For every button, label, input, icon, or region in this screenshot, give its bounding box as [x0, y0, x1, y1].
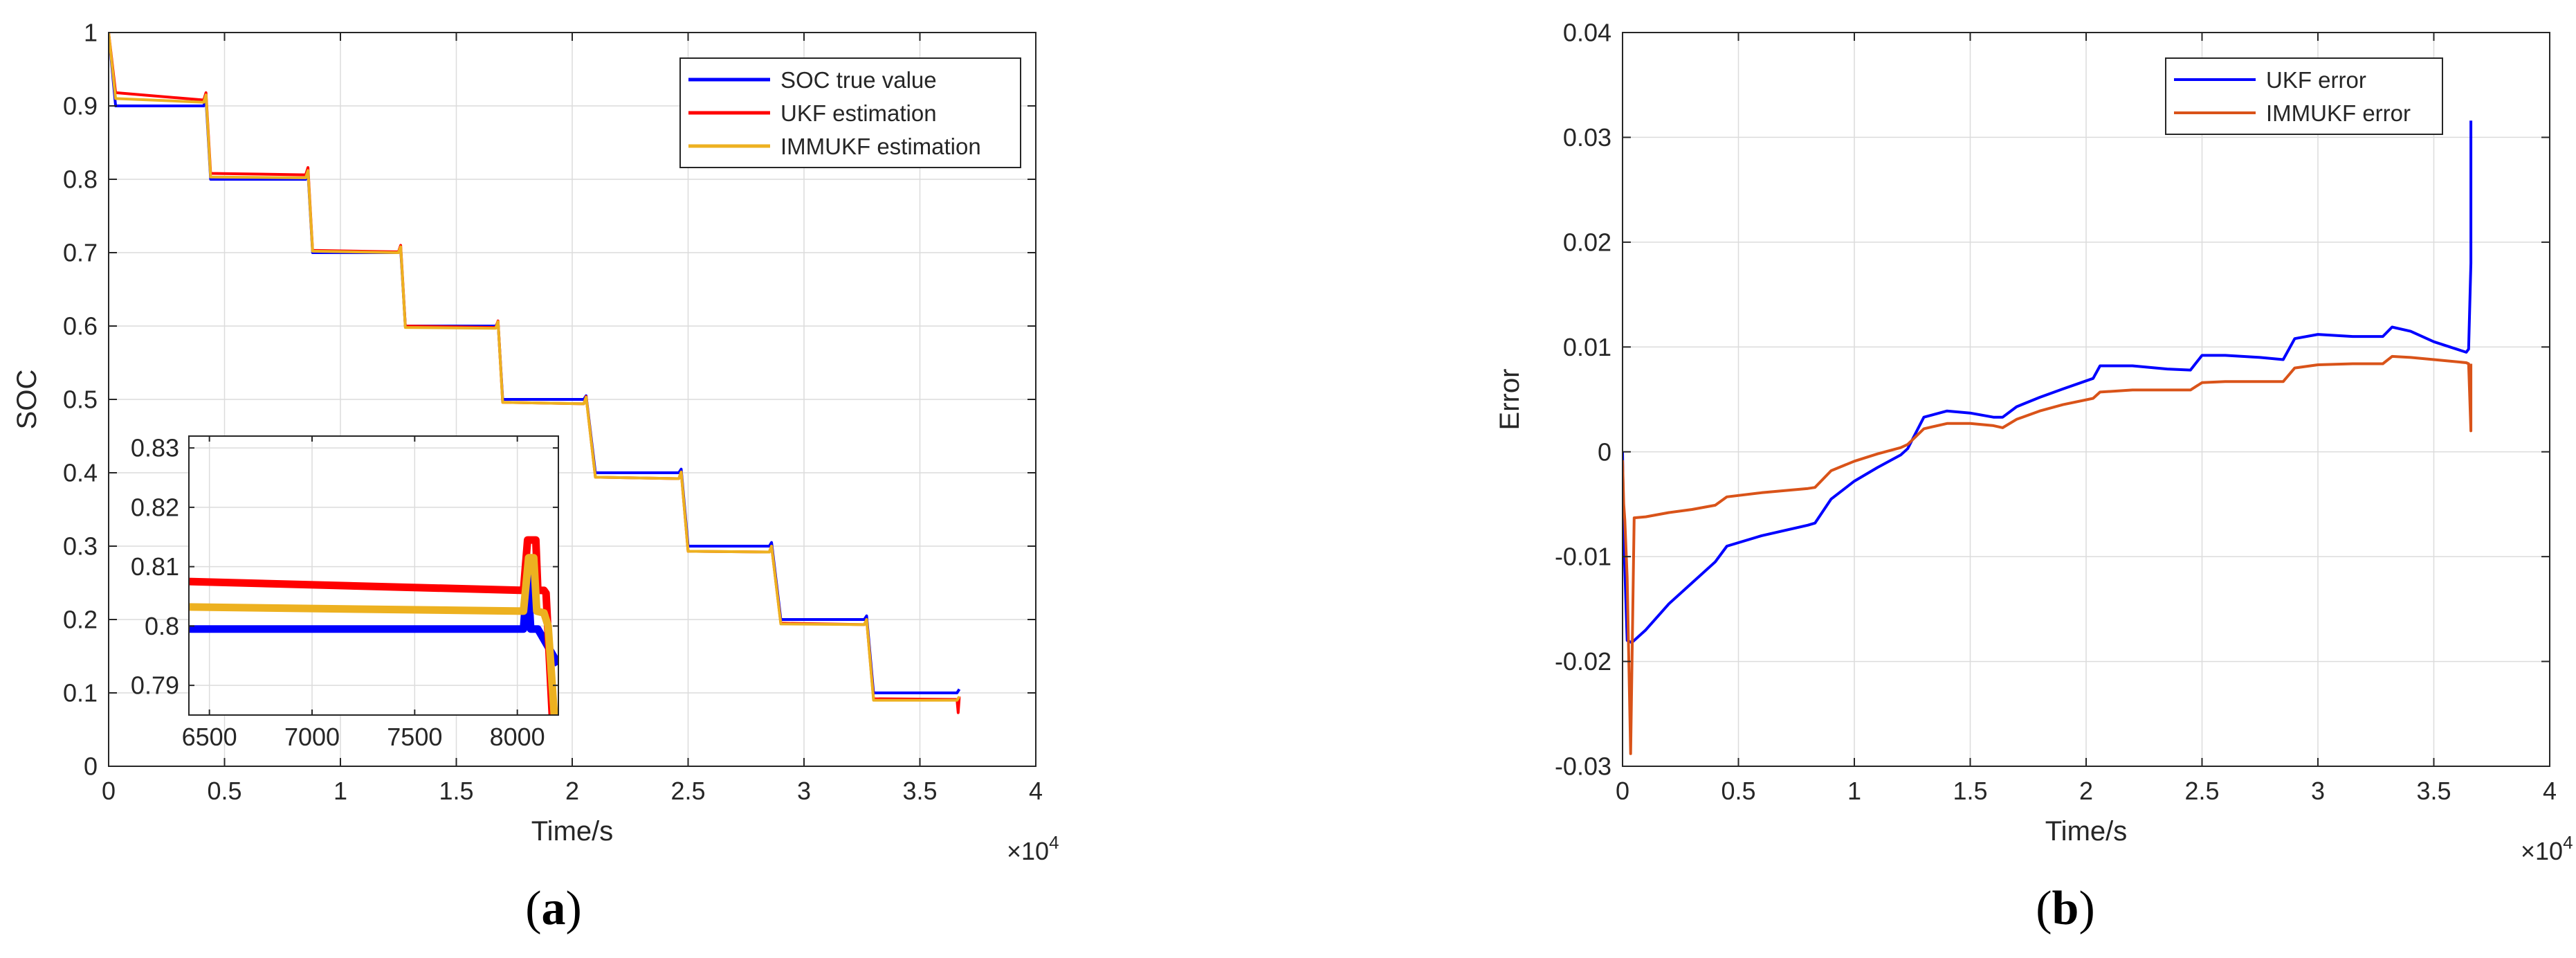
chart-b-y-tick-label-2: -0.01	[1555, 543, 1611, 571]
caption-a-close: )	[566, 882, 582, 935]
chart-b-y-tick-label-7: 0.04	[1563, 19, 1611, 47]
chart-b-x-tick-label-8: 4	[2543, 777, 2557, 805]
caption-a: (a)	[525, 882, 582, 935]
chart-a-y-tick-label-2: 0.2	[63, 606, 98, 634]
chart-b-x-tick-label-6: 3	[2311, 777, 2325, 805]
chart-a-legend-label-2: UKF estimation	[780, 100, 937, 126]
chart-a: 0 0.5 1 1.5 2 2.5 3 3.5 4 0 0.1 0.2 0.3 0.4 0.5 0.6 0.7 0…	[12, 19, 1059, 865]
chart-a-legend-label-3: IMMUKF estimation	[780, 134, 981, 159]
chart-b-y-tick-label-0: -0.03	[1555, 752, 1611, 781]
caption-a-open: (	[525, 882, 541, 935]
inset-y-tick-label-3: 0.82	[131, 493, 179, 521]
inset-series-3-line	[189, 554, 558, 715]
chart-b: 0 0.5 1 1.5 2 2.5 3 3.5 4 -0.03 -0.02 -0.01 0 0.01 0.0…	[1495, 19, 2573, 865]
chart-b-legend: UKF error IMMUKF error	[2165, 57, 2443, 135]
chart-b-series-1-line	[1623, 120, 2473, 644]
chart-a-x-tick-label-8: 4	[1029, 777, 1043, 805]
chart-b-x-tick-label-7: 3.5	[2416, 777, 2451, 805]
chart-a-series-1-line	[109, 33, 961, 694]
inset-y-tick-label-1: 0.8	[145, 612, 179, 640]
chart-b-y-tick-label-6: 0.03	[1563, 123, 1611, 152]
chart-b-y-axis-label: Error	[1495, 369, 1525, 431]
chart-a-y-tick-label-10: 1	[84, 19, 98, 47]
caption-b-letter: b	[2052, 882, 2079, 935]
inset-series-1-line	[189, 568, 558, 667]
chart-a-y-tick-label-6: 0.6	[63, 312, 98, 341]
chart-b-x-exponent: ×104	[2521, 832, 2573, 865]
chart-a-x-tick-label-0: 0	[102, 777, 116, 805]
inset-x-tick-label-1: 7000	[284, 723, 340, 751]
chart-a-y-tick-label-0: 0	[84, 752, 98, 781]
chart-a-y-axis-label: SOC	[12, 370, 42, 430]
inset-axes-frame	[188, 435, 559, 716]
chart-a-x-tick-label-7: 3.5	[902, 777, 937, 805]
chart-a-legend-label-1: SOC true value	[780, 67, 937, 93]
chart-b-y-tick-label-3: 0	[1598, 437, 1611, 466]
inset-x-tick-label-2: 7500	[387, 723, 442, 751]
chart-b-y-tick-label-5: 0.02	[1563, 228, 1611, 256]
chart-a-y-tick-label-3: 0.3	[63, 532, 98, 561]
chart-b-series-2-line	[1623, 354, 2473, 755]
caption-b-close: )	[2079, 882, 2094, 935]
chart-a-x-tick-label-6: 3	[797, 777, 811, 805]
chart-a-x-axis-label: Time/s	[531, 816, 614, 847]
chart-b-legend-box	[2165, 57, 2443, 135]
chart-b-y-tick-label-4: 0.01	[1563, 333, 1611, 361]
inset-y-tick-label-0: 0.79	[131, 671, 179, 700]
caption-a-letter: a	[542, 882, 566, 935]
chart-a-series-3-line	[109, 33, 961, 702]
chart-a-x-exponent-power: 4	[1049, 832, 1059, 853]
chart-a-x-tick-label-1: 0.5	[207, 777, 241, 805]
chart-a-y-tick-label-5: 0.5	[63, 386, 98, 414]
chart-b-y-tick-label-1: -0.02	[1555, 647, 1611, 676]
chart-b-legend-label-1: UKF error	[2266, 67, 2366, 93]
chart-b-x-exponent-base: ×10	[2521, 837, 2563, 865]
chart-b-x-tick-label-4: 2	[2079, 777, 2093, 805]
inset-y-tick-label-4: 0.83	[131, 434, 179, 462]
caption-b-open: (	[2036, 882, 2052, 935]
chart-a-x-tick-label-4: 2	[565, 777, 579, 805]
chart-b-x-tick-label-3: 1.5	[1953, 777, 1987, 805]
inset-plot-area	[189, 436, 558, 715]
caption-b: (b)	[2036, 882, 2095, 935]
chart-a-x-tick-label-5: 2.5	[670, 777, 705, 805]
chart-a-y-tick-label-9: 0.9	[63, 92, 98, 120]
chart-b-x-tick-label-1: 0.5	[1721, 777, 1755, 805]
chart-a-x-exponent: ×104	[1007, 832, 1059, 865]
chart-a-y-tick-label-1: 0.1	[63, 679, 98, 707]
inset-x-tick-label-0: 6500	[182, 723, 237, 751]
chart-a-y-tick-label-4: 0.4	[63, 459, 98, 487]
chart-a-x-tick-label-2: 1	[334, 777, 347, 805]
inset-y-tick-label-2: 0.81	[131, 552, 179, 581]
inset-x-tick-label-3: 8000	[490, 723, 545, 751]
chart-b-x-axis-label: Time/s	[2045, 816, 2128, 847]
chart-b-x-tick-label-5: 2.5	[2184, 777, 2219, 805]
chart-b-x-exponent-power: 4	[2563, 832, 2573, 853]
chart-b-legend-label-2: IMMUKF error	[2266, 100, 2411, 126]
chart-b-x-tick-label-0: 0	[1616, 777, 1629, 805]
chart-a-y-tick-label-7: 0.7	[63, 239, 98, 267]
chart-a-y-tick-label-8: 0.8	[63, 165, 98, 194]
chart-a-x-exponent-base: ×10	[1007, 837, 1049, 865]
chart-a-x-tick-label-3: 1.5	[439, 777, 473, 805]
chart-b-x-tick-label-2: 1	[1847, 777, 1861, 805]
inset-chart: 6500 7000 7500 8000 0.79 0.8 0.81 0.82 0.83	[131, 434, 559, 751]
chart-a-legend: SOC true value UKF estimation IMMUKF estim…	[679, 57, 1021, 168]
